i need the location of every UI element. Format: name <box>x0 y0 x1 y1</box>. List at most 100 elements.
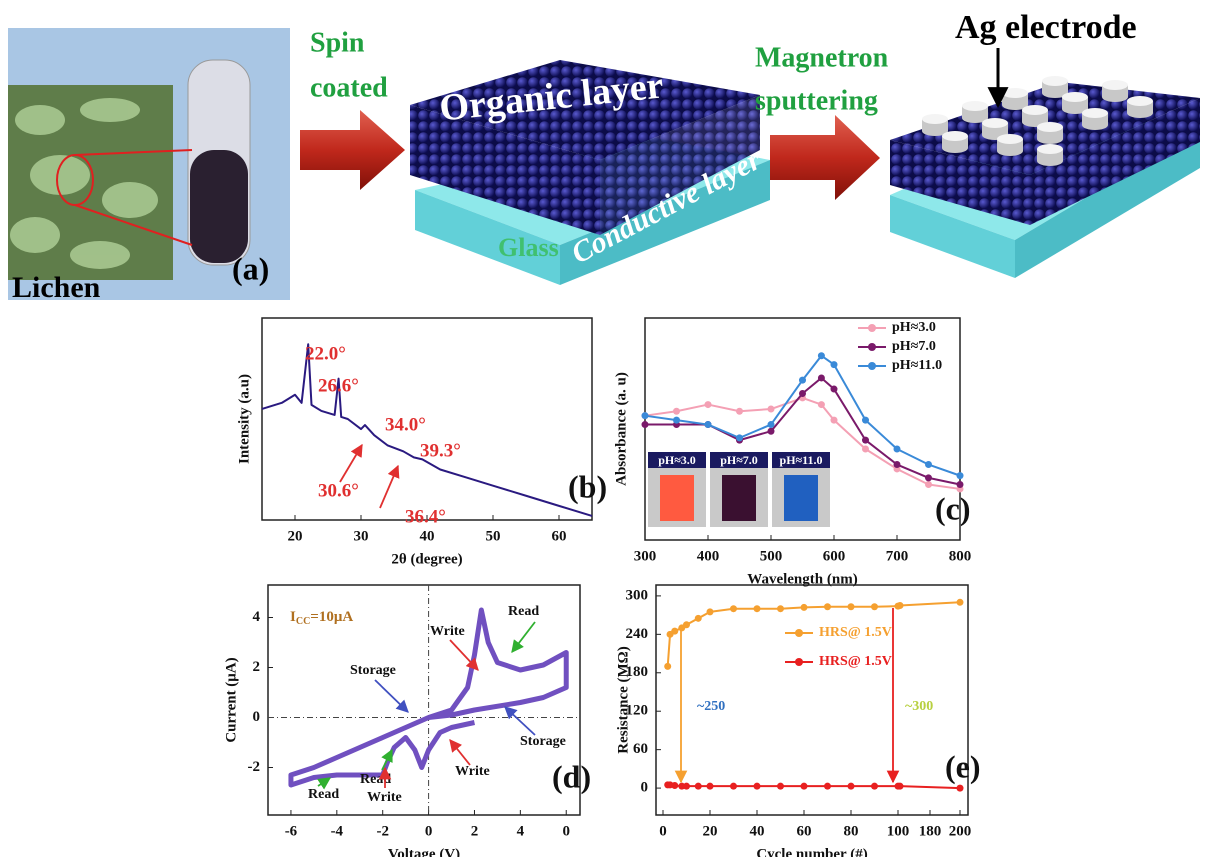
annotation: Storage <box>520 734 566 749</box>
legend-marker <box>868 324 876 332</box>
inset-banner <box>710 452 768 468</box>
glass-side <box>560 160 770 285</box>
data-line <box>644 396 961 490</box>
data-point <box>824 782 831 790</box>
x-tick-label: 30 <box>354 528 369 544</box>
annotation-arrow <box>504 706 536 736</box>
y-tick-label: 2 <box>253 659 261 675</box>
ag-electrode <box>1037 134 1063 144</box>
annotation-arrow <box>381 748 393 771</box>
y-tick-label: 60 <box>633 741 648 757</box>
glass-side <box>890 195 1015 278</box>
data-point <box>799 376 806 384</box>
data-point <box>683 621 690 629</box>
data-point <box>896 602 904 610</box>
ag-electrode <box>1062 92 1088 102</box>
organic-side <box>1030 98 1200 225</box>
layer-label: Glass <box>498 233 559 262</box>
y-tick-label: 4 <box>253 609 261 625</box>
data-point <box>871 603 878 611</box>
data-point <box>817 374 825 382</box>
glass-side <box>1015 130 1200 278</box>
legend-label: pH≈3.0 <box>892 320 936 335</box>
x-tick-label: 20 <box>288 528 303 544</box>
step-label: Magnetron <box>755 42 889 73</box>
ag-electrode <box>1102 92 1128 102</box>
panel-label: (e) <box>945 748 981 784</box>
x-tick-label: 0 <box>425 823 433 839</box>
x-tick-label: 180 <box>919 823 942 839</box>
device <box>890 76 1200 278</box>
data-point <box>671 782 679 790</box>
ag-electrode <box>1037 144 1063 154</box>
glass-side <box>415 190 560 285</box>
plot-frame <box>267 584 581 816</box>
x-tick-label: -2 <box>376 823 389 839</box>
current-limit: ICC=10μA <box>290 609 353 627</box>
ag-electrode <box>942 131 968 141</box>
data-line <box>644 354 961 477</box>
y-tick-label: 300 <box>626 587 649 603</box>
data-point <box>683 782 690 790</box>
data-point <box>817 352 825 360</box>
process-arrow <box>300 110 405 190</box>
annotation-arrow <box>317 777 332 790</box>
data-point <box>862 436 869 444</box>
annotation-arrow <box>379 464 400 509</box>
data-point <box>673 416 680 424</box>
data-point <box>706 782 714 790</box>
panel-label: (c) <box>935 490 971 526</box>
x-tick-label: 2 <box>471 823 479 839</box>
panel-label: (b) <box>568 468 607 504</box>
pointer <box>74 149 193 156</box>
x-tick-label: 4 <box>517 823 525 839</box>
data-point <box>767 421 775 429</box>
step-label: coated <box>310 72 388 103</box>
data-point <box>956 472 964 480</box>
inset-solution <box>660 475 694 521</box>
annotation: ~300 <box>905 699 933 714</box>
data-point <box>641 421 649 429</box>
data-point <box>830 416 838 424</box>
legend-marker <box>868 362 876 370</box>
y-axis-label: Current (μA) <box>223 657 239 742</box>
y-tick-label: 0 <box>641 780 649 796</box>
x-axis-label: Wavelength (nm) <box>747 571 857 587</box>
inset-solution <box>722 475 756 521</box>
plot-frame <box>655 584 969 816</box>
data-point <box>767 427 775 435</box>
ag-electrode <box>1002 88 1028 98</box>
x-tick-label: 40 <box>750 823 765 839</box>
data-point <box>824 603 831 611</box>
ag-electrode <box>962 113 988 123</box>
data-point <box>704 401 712 409</box>
y-tick-label: 240 <box>626 626 649 642</box>
current-limit-part: =10μA <box>310 609 353 625</box>
ag-electrode <box>1062 104 1088 114</box>
annotation-arrow <box>449 739 471 766</box>
data-line <box>261 343 593 517</box>
data-point <box>767 405 775 413</box>
y-axis-label: Absorbance (a. u) <box>613 372 629 486</box>
inset-label: pH≈11.0 <box>780 453 823 467</box>
data-point <box>862 416 869 424</box>
ag-electrode <box>982 118 1008 128</box>
data-point <box>704 421 712 429</box>
y-axis-label: Resistance (MΩ) <box>615 646 631 753</box>
data-point <box>673 407 680 415</box>
annotation: Write <box>367 790 402 805</box>
organic-side <box>890 140 1030 225</box>
annotation: Storage <box>350 663 396 678</box>
legend-label: pH≈7.0 <box>892 339 936 354</box>
ag-electrode <box>1127 108 1153 118</box>
x-tick-label: 600 <box>823 548 846 564</box>
x-tick-label: 0 <box>562 823 570 839</box>
panel-label: (a) <box>232 250 269 286</box>
data-point <box>730 605 737 613</box>
ag-electrode <box>1042 88 1068 98</box>
data-point <box>777 782 784 790</box>
annotation: Read <box>308 787 339 802</box>
legend-marker <box>795 629 803 637</box>
x-tick-label: 50 <box>486 528 501 544</box>
pointer <box>74 204 193 246</box>
